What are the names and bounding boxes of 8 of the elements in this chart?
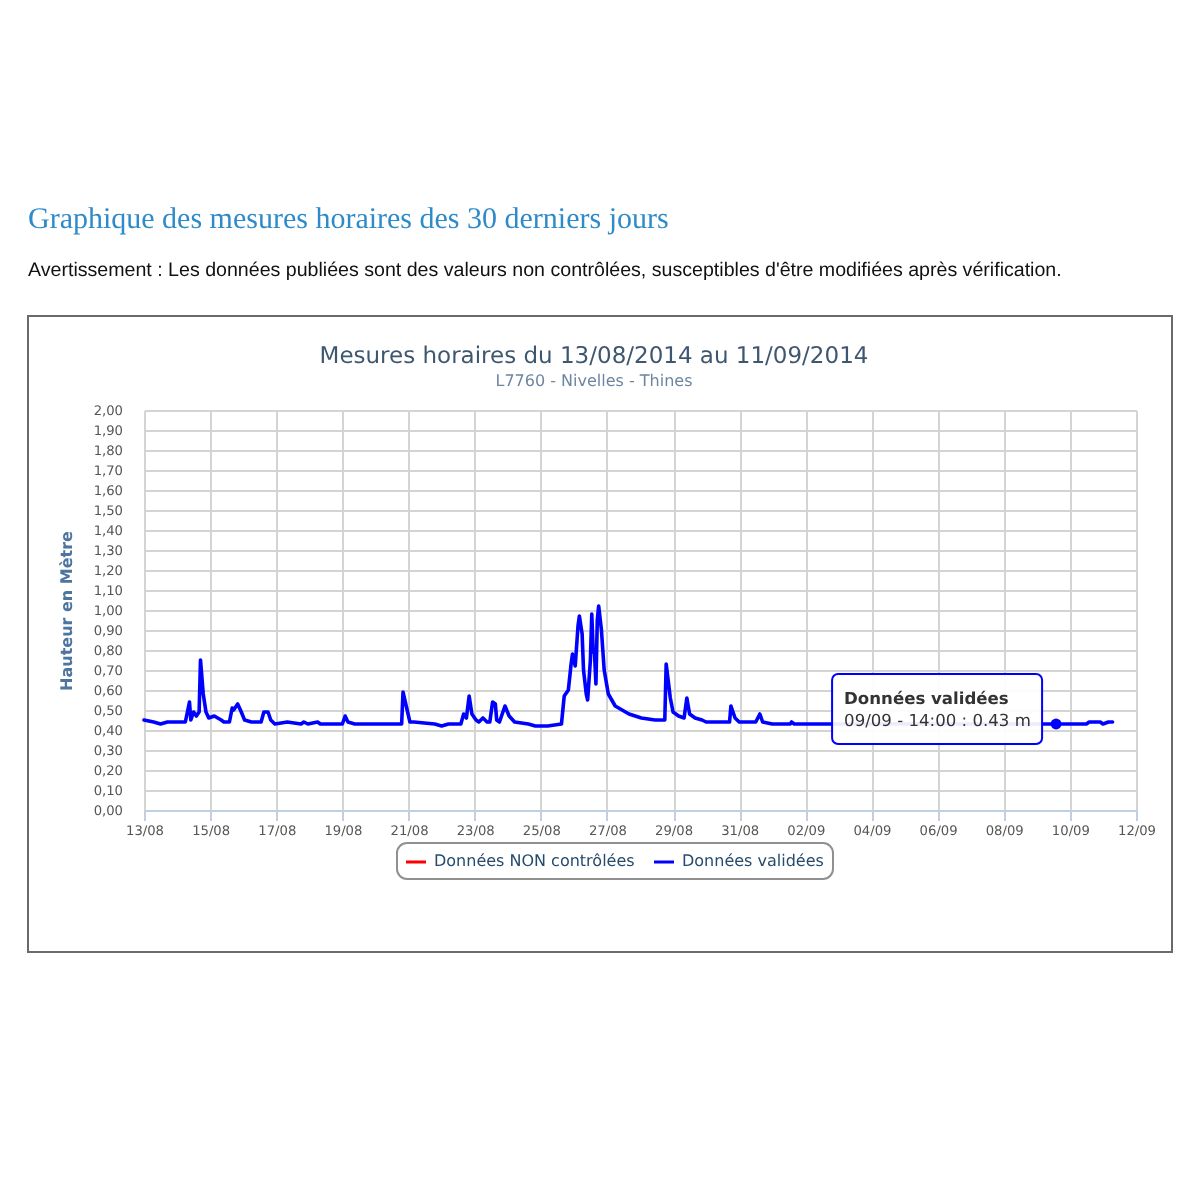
text: Graphique des mesures horaires des 30 derniers jours xyxy=(28,204,669,236)
chart-title: Mesures horaires du 13/08/2014 au 11/09/2014 xyxy=(319,341,869,369)
chart-subtitle: L7760 - Nivelles - Thines xyxy=(495,372,693,390)
y-axis-title: Hauteur en Mètre xyxy=(57,529,76,691)
legend-label: Données validées xyxy=(682,852,824,870)
annotation: Données validées 09/09 - 14:00 : 0.43 m xyxy=(844,688,1031,730)
text: Avertissement : Les données publiées sont des valeurs non contrôlées, susceptibles d'être modifiées après vérification. xyxy=(28,260,1062,282)
legend-label: Données NON contrôlées xyxy=(434,852,635,870)
